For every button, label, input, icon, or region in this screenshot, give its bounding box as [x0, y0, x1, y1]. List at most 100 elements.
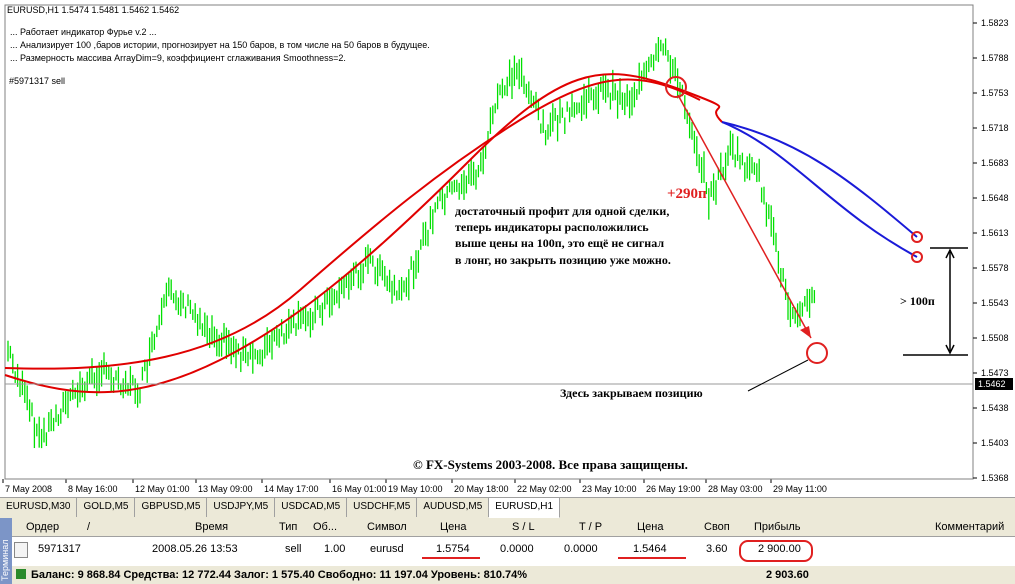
time-tick-label: 23 May 10:00	[582, 484, 637, 494]
col-sort[interactable]: /	[87, 521, 91, 533]
tab-gbpusd-m5[interactable]: GBPUSD,M5	[135, 498, 208, 517]
time-tick-label: 13 May 09:00	[198, 484, 253, 494]
annotation-line-4: в лонг, но закрыть позицию уже можно.	[455, 253, 671, 267]
annotation-line-3: выше цены на 100п, это ещё не сигнал	[455, 236, 664, 250]
price-tick-label: 1.5403	[981, 438, 1009, 448]
annotation-line-1: достаточный профит для одной сделки,	[455, 204, 669, 218]
price-tick-label: 1.5753	[981, 88, 1009, 98]
price-tick-label: 1.5648	[981, 193, 1009, 203]
candles	[7, 36, 816, 449]
price-tick-label: 1.5508	[981, 333, 1009, 343]
trade-arrow	[677, 94, 812, 339]
col-type[interactable]: Тип	[279, 521, 298, 533]
price-underline	[422, 557, 480, 559]
price-tick-label: 1.5788	[981, 53, 1009, 63]
price-tick-label: 1.5578	[981, 263, 1009, 273]
balance-icon	[16, 569, 26, 579]
col-order[interactable]: Ордер	[26, 521, 60, 533]
exit-circle	[806, 342, 828, 364]
close-annotation: Здесь закрываем позицию	[560, 386, 703, 400]
time-tick-label: 28 May 03:00	[708, 484, 763, 494]
price-tick-label: 1.5683	[981, 158, 1009, 168]
price-chart[interactable]: 1.5823 1.5788 1.5753 1.5718 1.5683 1.5648 1.56…	[0, 0, 1015, 497]
info-line-1: ... Работает индикатор Фурье v.2 ...	[10, 27, 157, 37]
price-tick-label: 1.5473	[981, 368, 1009, 378]
time-tick-label: 20 May 18:00	[454, 484, 509, 494]
gap-annotation: > 100п	[900, 294, 935, 308]
col-tp[interactable]: T / P	[579, 521, 603, 533]
time-tick-label: 12 May 01:00	[135, 484, 190, 494]
col-price[interactable]: Цена	[440, 521, 467, 533]
profit-highlight	[739, 540, 813, 562]
col-sl[interactable]: S / L	[512, 521, 535, 533]
price-tick-label: 1.5368	[981, 473, 1009, 483]
chart-header: EURUSD,H1 1.5474 1.5481 1.5462 1.5462	[7, 5, 179, 15]
tab-audusd-m5[interactable]: AUDUSD,M5	[417, 498, 490, 517]
copyright-text: © FX-Systems 2003-2008. Все права защище…	[413, 457, 688, 472]
row-volume: 1.00	[324, 543, 346, 555]
time-tick-label: 7 May 2008	[5, 484, 52, 494]
col-cur-price[interactable]: Цена	[637, 521, 664, 533]
row-price: 1.5754	[436, 543, 470, 555]
forecast-circle-1	[911, 231, 923, 243]
order-icon	[14, 542, 28, 558]
info-line-2: ... Анализирует 100 ,баров истории, прог…	[10, 40, 430, 50]
col-comment[interactable]: Комментарий	[935, 521, 1005, 533]
price-tick-label: 1.5613	[981, 228, 1009, 238]
price-tick-label: 1.5438	[981, 403, 1009, 413]
col-time[interactable]: Время	[195, 521, 229, 533]
price-tick-label: 1.5823	[981, 18, 1009, 28]
current-price-tag: 1.5462	[978, 379, 1006, 389]
indicator-lines	[4, 73, 918, 394]
forecast-circle-2	[911, 251, 923, 263]
row-cur-price: 1.5464	[633, 543, 667, 555]
annotation-shapes	[665, 76, 923, 364]
table-row[interactable]: 5971317 2008.05.26 13:53 sell 1.00 eurus…	[12, 540, 1015, 562]
gap-measure	[903, 247, 968, 356]
time-tick-label: 22 May 02:00	[517, 484, 572, 494]
profit-annotation: +290п	[667, 186, 707, 202]
cur-price-underline	[618, 557, 686, 559]
entry-circle	[665, 76, 687, 98]
col-profit[interactable]: Прибыль	[754, 521, 801, 533]
trade-arrowhead	[800, 326, 811, 338]
row-profit: 2 900.00	[758, 543, 801, 555]
time-tick-label: 8 May 16:00	[68, 484, 118, 494]
terminal-side-panel[interactable]: Терминал	[0, 518, 12, 584]
total-profit: 2 903.60	[766, 569, 809, 581]
tab-usdchf-m5[interactable]: USDCHF,M5	[347, 498, 418, 517]
info-line-3: ... Размерность массива ArrayDim=9, коэф…	[10, 53, 346, 63]
price-tick-label: 1.5543	[981, 298, 1009, 308]
row-time: 2008.05.26 13:53	[152, 543, 238, 555]
row-order: 5971317	[38, 543, 81, 555]
balance-line: Баланс: 9 868.84 Средства: 12 772.44 Зал…	[31, 569, 528, 581]
col-swap[interactable]: Своп	[704, 521, 730, 533]
tab-usdjpy-m5[interactable]: USDJPY,M5	[207, 498, 276, 517]
price-tick-label: 1.5718	[981, 123, 1009, 133]
tab-gold-m5[interactable]: GOLD,M5	[77, 498, 136, 517]
tab-usdcad-m5[interactable]: USDCAD,M5	[275, 498, 348, 517]
col-volume[interactable]: Об...	[313, 521, 338, 533]
time-tick-label: 14 May 17:00	[264, 484, 319, 494]
tab-eurusd-h1[interactable]: EURUSD,H1	[489, 498, 561, 518]
order-label: #5971317 sell	[9, 76, 65, 86]
row-type: sell	[285, 543, 302, 555]
tab-eurusd-m30[interactable]: EURUSD,M30	[0, 498, 78, 517]
terminal-side-label: Терминал	[0, 539, 10, 581]
axes: 1.5823 1.5788 1.5753 1.5718 1.5683 1.5648 1.56…	[2, 18, 1013, 494]
chart-canvas: 1.5823 1.5788 1.5753 1.5718 1.5683 1.5648 1.56…	[2, 4, 1013, 494]
pointer-line	[747, 359, 809, 392]
time-tick-label: 29 May 11:00	[773, 484, 827, 494]
row-sl: 0.0000	[500, 543, 534, 555]
row-symbol: eurusd	[370, 543, 404, 555]
annotation-line-2: теперь индикаторы расположились	[455, 220, 649, 234]
col-symbol[interactable]: Символ	[367, 521, 407, 533]
time-tick-label: 19 May 10:00	[388, 484, 443, 494]
chart-tabs: EURUSD,M30 GOLD,M5 GBPUSD,M5 USDJPY,M5 USDCA…	[0, 497, 1015, 518]
time-tick-label: 16 May 01:00	[332, 484, 387, 494]
row-swap: 3.60	[706, 543, 728, 555]
plot-area	[4, 4, 974, 480]
terminal-header: Ордер / Время Тип Об... Символ Цена S / …	[12, 518, 1015, 537]
time-tick-label: 26 May 19:00	[646, 484, 701, 494]
row-tp: 0.0000	[564, 543, 598, 555]
